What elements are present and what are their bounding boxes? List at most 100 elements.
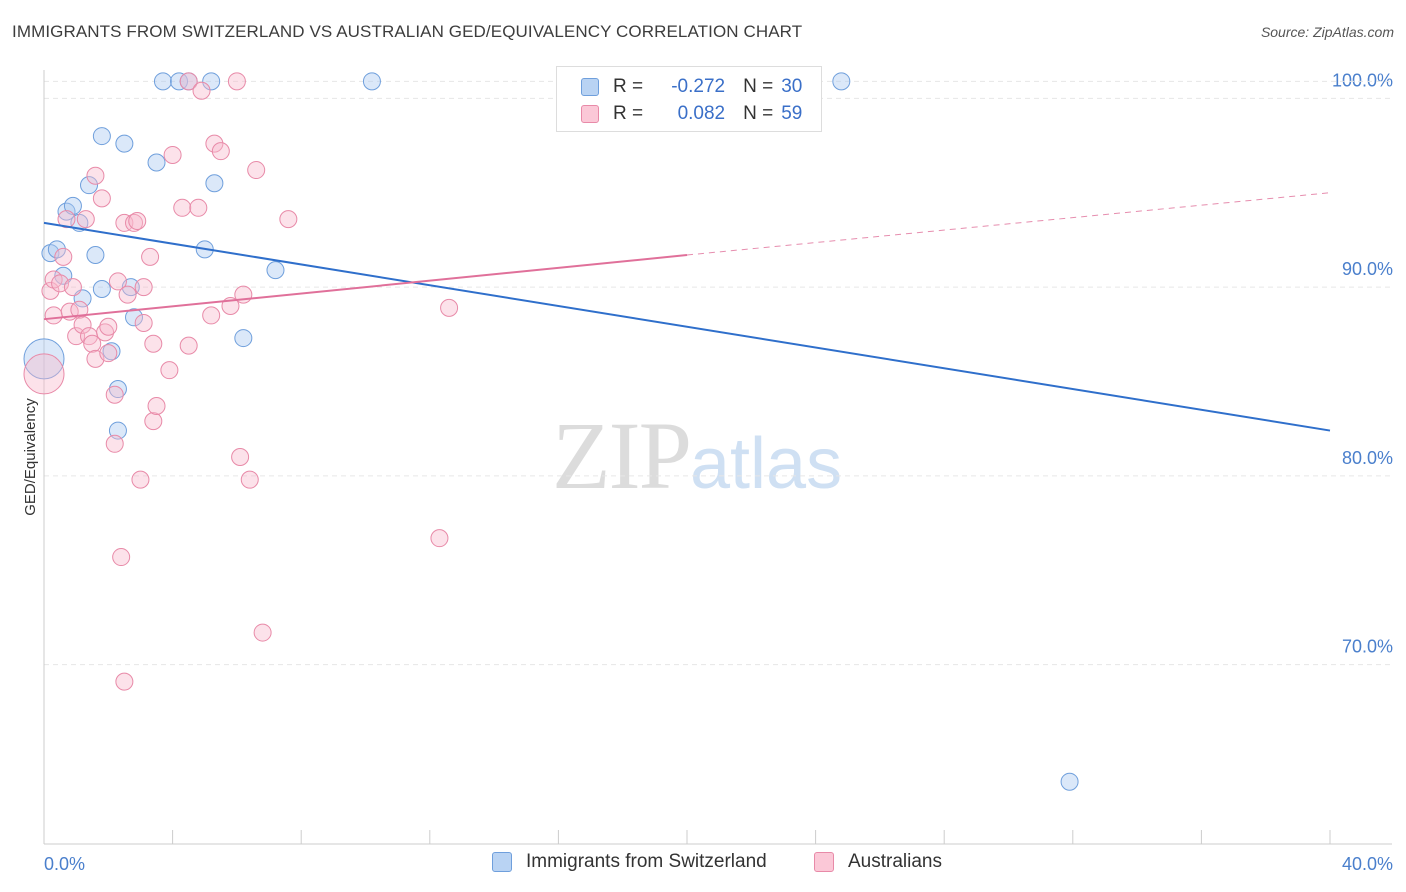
trend-line-extension-aus xyxy=(686,192,1331,256)
point-aus-44 xyxy=(202,306,221,325)
point-swiss-11 xyxy=(92,127,111,146)
point-swiss-29 xyxy=(1060,772,1079,791)
point-aus-16 xyxy=(86,166,105,185)
point-aus-36 xyxy=(147,397,166,416)
point-aus-9 xyxy=(67,327,86,346)
point-aus-24 xyxy=(112,548,131,567)
point-aus-22 xyxy=(105,434,124,453)
series-legend: Immigrants from Switzerland Australians xyxy=(0,851,1406,879)
point-aus-26 xyxy=(115,672,134,691)
point-aus-12 xyxy=(76,210,95,229)
legend-swatch-aus xyxy=(581,105,599,123)
point-aus-2 xyxy=(44,306,63,325)
point-aus-14 xyxy=(83,334,102,353)
point-aus-10 xyxy=(70,300,89,319)
point-swiss-19 xyxy=(153,72,172,91)
point-aus-29 xyxy=(128,212,147,231)
legend-swatch-swiss xyxy=(581,78,599,96)
point-aus-54 xyxy=(279,210,298,229)
point-aus-41 xyxy=(179,72,198,91)
correlation-legend: R = -0.272 N = 30 R = 0.082 N = 59 xyxy=(556,66,822,132)
legend-row-swiss: R = -0.272 N = 30 xyxy=(581,75,802,99)
point-swiss-2 xyxy=(47,240,66,259)
point-swiss-12 xyxy=(102,342,121,361)
point-aus-23 xyxy=(108,272,127,291)
series-legend-label-aus: Australians xyxy=(848,851,942,872)
legend-swiss-n-value: 30 xyxy=(781,76,803,97)
point-aus-46 xyxy=(211,142,230,161)
legend-row-aus: R = 0.082 N = 59 xyxy=(581,102,802,126)
point-swiss-15 xyxy=(115,134,134,153)
y-tick-label-2: 90.0% xyxy=(1342,259,1393,279)
point-aus-40 xyxy=(179,336,198,355)
y-axis-label: GED/Equivalency xyxy=(22,398,39,516)
legend-aus-n-label: N = xyxy=(743,103,774,124)
x-tick-label-max: 40.0% xyxy=(1342,854,1393,874)
point-aus-52 xyxy=(247,161,266,180)
series-legend-label-swiss: Immigrants from Switzerland xyxy=(526,851,767,872)
point-swiss-8 xyxy=(80,176,99,195)
point-aus-49 xyxy=(227,72,246,91)
source-label: Source: ZipAtlas.com xyxy=(1260,24,1394,40)
watermark-atlas: atlas xyxy=(690,424,843,504)
series-legend-swatch-aus xyxy=(814,852,834,872)
point-swiss-20 xyxy=(170,72,189,91)
point-aus-37 xyxy=(160,361,179,380)
point-aus-18 xyxy=(96,323,115,342)
point-aus-19 xyxy=(99,344,118,363)
point-aus-11 xyxy=(73,315,92,334)
point-aus-28 xyxy=(125,213,144,232)
legend-swiss-r-label: R = xyxy=(613,76,644,97)
point-aus-30 xyxy=(131,470,150,489)
point-aus-55 xyxy=(430,529,449,548)
point-aus-0 xyxy=(23,353,65,395)
trend-line-swiss xyxy=(43,221,1331,432)
y-tick-label-1: 80.0% xyxy=(1342,448,1393,468)
point-aus-51 xyxy=(240,470,259,489)
legend-swiss-r-value: -0.272 xyxy=(671,76,726,97)
point-swiss-14 xyxy=(108,421,127,440)
x-tick-label-min: 0.0% xyxy=(44,854,85,874)
point-aus-17 xyxy=(92,189,111,208)
point-aus-34 xyxy=(144,334,163,353)
point-aus-20 xyxy=(99,317,118,336)
point-swiss-27 xyxy=(362,72,381,91)
series-legend-swatch-swiss xyxy=(492,852,512,872)
watermark-zip: ZIP xyxy=(552,402,692,509)
point-swiss-9 xyxy=(86,246,105,265)
point-aus-21 xyxy=(105,385,124,404)
series-legend-aus[interactable]: Australians xyxy=(814,851,942,873)
point-aus-43 xyxy=(192,81,211,100)
point-swiss-26 xyxy=(266,261,285,280)
point-aus-1 xyxy=(41,281,60,300)
legend-aus-r-label: R = xyxy=(613,103,644,124)
point-swiss-10 xyxy=(92,279,111,298)
point-aus-53 xyxy=(253,623,272,642)
chart-title: IMMIGRANTS FROM SWITZERLAND VS AUSTRALIA… xyxy=(12,22,803,41)
point-aus-42 xyxy=(189,198,208,217)
y-tick-label-0: 70.0% xyxy=(1342,637,1393,657)
point-aus-5 xyxy=(54,247,73,266)
point-swiss-23 xyxy=(202,72,221,91)
point-aus-56 xyxy=(440,298,459,317)
series-legend-swiss[interactable]: Immigrants from Switzerland xyxy=(492,851,767,873)
point-swiss-28 xyxy=(832,72,851,91)
point-aus-45 xyxy=(205,134,224,153)
point-swiss-24 xyxy=(205,174,224,193)
point-aus-27 xyxy=(118,285,137,304)
watermark: ZIPatlas xyxy=(552,400,842,511)
point-aus-6 xyxy=(57,210,76,229)
point-swiss-13 xyxy=(108,380,127,399)
point-swiss-5 xyxy=(63,196,82,215)
y-tick-label-3: 100.0% xyxy=(1332,70,1393,90)
legend-aus-n-value: 59 xyxy=(781,103,803,124)
point-aus-39 xyxy=(173,198,192,217)
point-swiss-18 xyxy=(147,153,166,172)
legend-aus-r-value: 0.082 xyxy=(677,103,726,124)
point-aus-31 xyxy=(134,278,153,297)
point-swiss-0 xyxy=(23,338,65,380)
point-aus-32 xyxy=(134,313,153,332)
point-aus-48 xyxy=(231,448,250,466)
point-aus-35 xyxy=(144,412,163,431)
